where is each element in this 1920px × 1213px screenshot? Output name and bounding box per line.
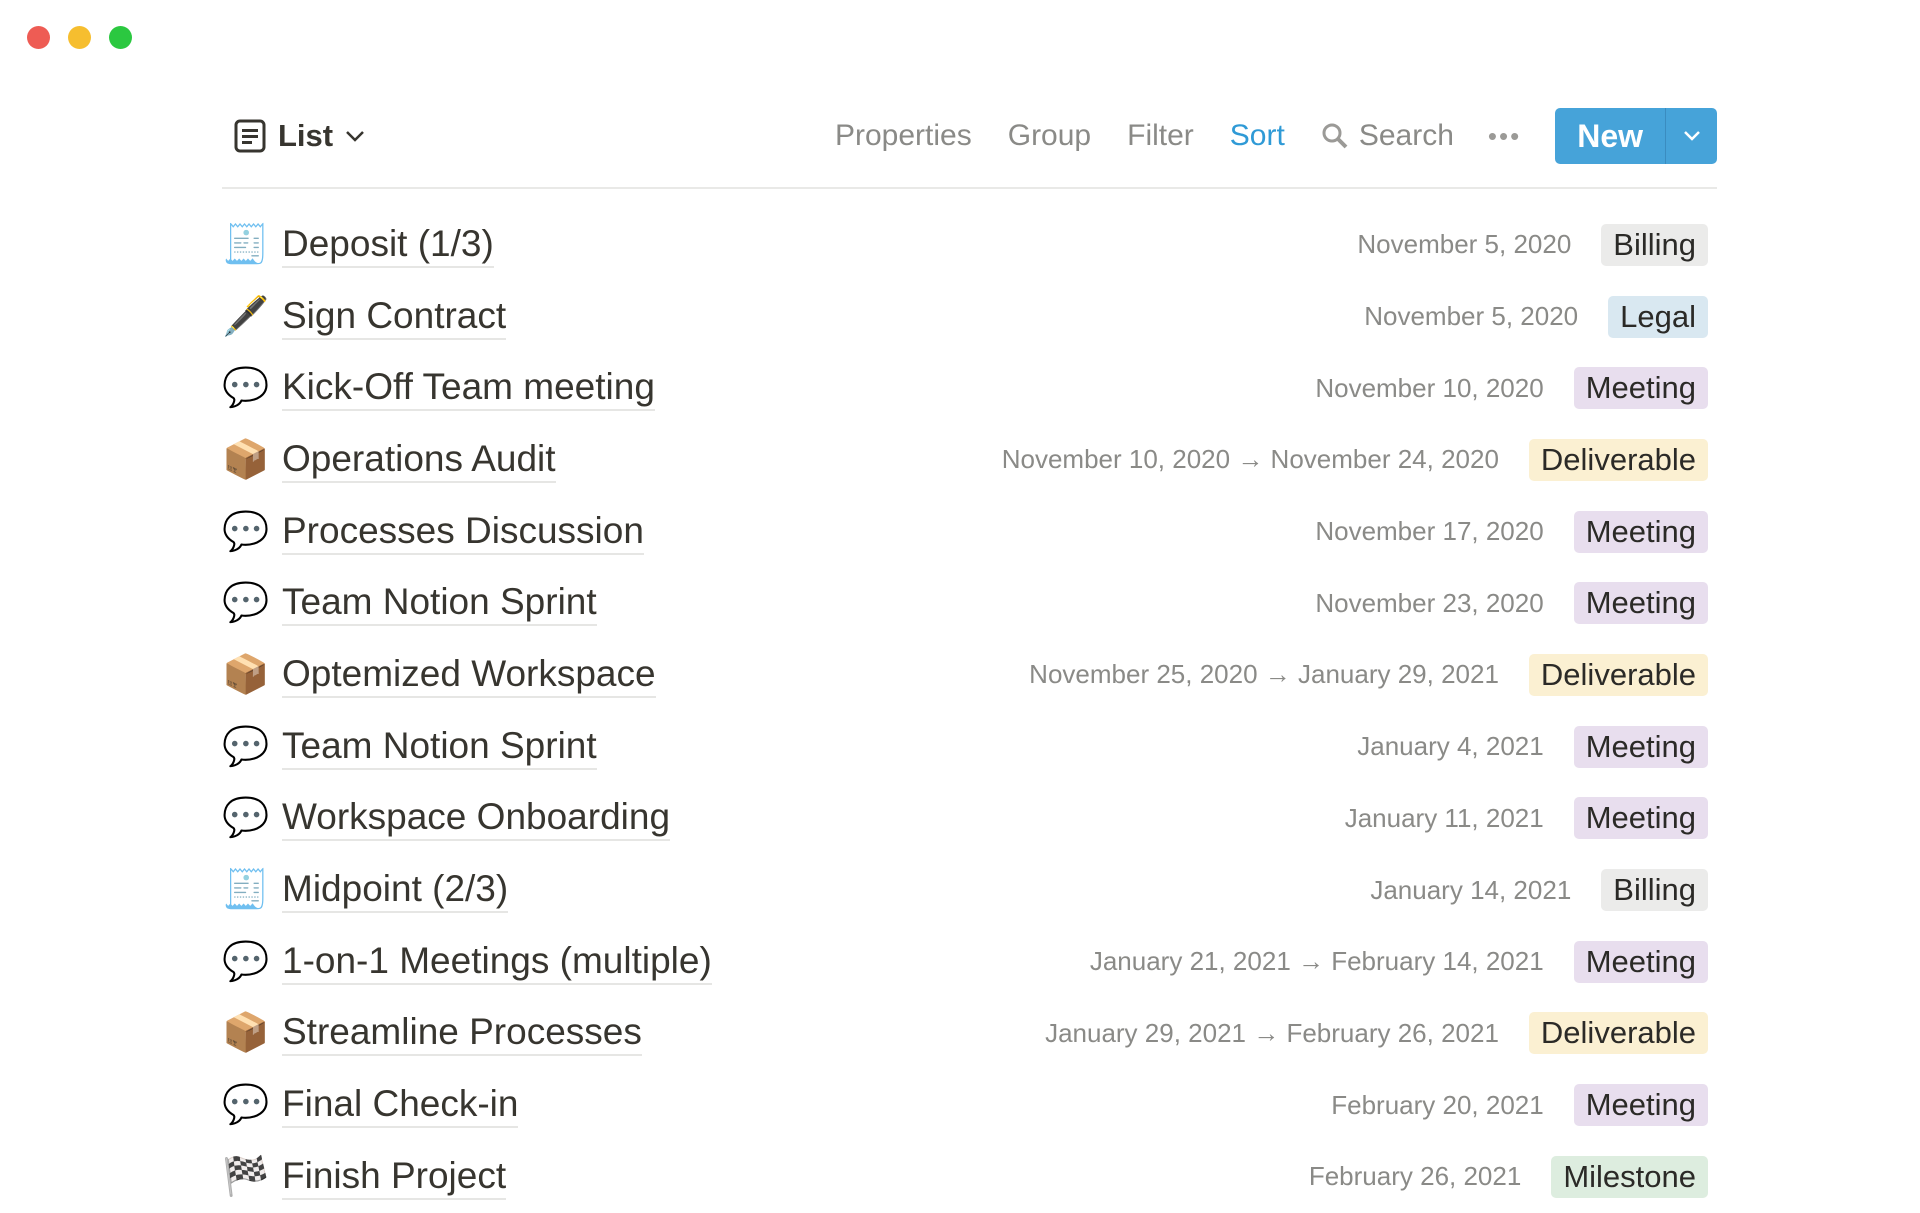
item-type-tag: Meeting — [1573, 582, 1708, 625]
item-type-tag: Billing — [1601, 869, 1708, 912]
more-options-icon[interactable]: ••• — [1487, 120, 1522, 151]
item-title[interactable]: 1-on-1 Meetings (multiple) — [282, 939, 712, 985]
filter-button[interactable]: Filter — [1127, 119, 1194, 152]
item-date: January 29, 2021 → February 26, 2021 — [1045, 1017, 1499, 1048]
item-type-tag: Deliverable — [1528, 1012, 1708, 1055]
item-date: February 20, 2021 — [1331, 1089, 1544, 1120]
item-title[interactable]: Workspace Onboarding — [282, 795, 671, 842]
item-date: November 25, 2020 → January 29, 2021 — [1029, 659, 1499, 690]
view-switcher[interactable]: List — [234, 118, 365, 154]
item-type-tag: Meeting — [1573, 725, 1708, 768]
new-button-group: New — [1555, 108, 1717, 164]
package-icon: 📦 — [222, 1012, 270, 1055]
speech-bubble-icon: 💬 — [222, 582, 270, 625]
item-title[interactable]: Optemized Workspace — [282, 652, 656, 698]
item-title[interactable]: Sign Contract — [282, 294, 507, 340]
database-toolbar: List Properties Group Filter Sort Search… — [222, 108, 1717, 164]
speech-bubble-icon: 💬 — [222, 725, 270, 768]
list-item[interactable]: 💬 Team Notion Sprint January 4, 2021 Mee… — [222, 711, 1708, 783]
item-date: November 23, 2020 — [1315, 587, 1544, 618]
speech-bubble-icon: 💬 — [222, 367, 270, 410]
chevron-down-icon — [1683, 131, 1700, 141]
list-item[interactable]: 💬 Processes Discussion November 17, 2020… — [222, 496, 1708, 568]
list-item[interactable]: 📦 Streamline Processes January 29, 2021 … — [222, 998, 1708, 1070]
item-date: November 5, 2020 — [1364, 301, 1579, 332]
list-item[interactable]: 💬 1-on-1 Meetings (multiple) January 21,… — [222, 926, 1708, 998]
item-date: January 4, 2021 — [1357, 731, 1544, 762]
item-type-tag: Meeting — [1573, 367, 1708, 410]
item-title[interactable]: Operations Audit — [282, 437, 556, 483]
view-label: List — [278, 118, 334, 153]
item-type-tag: Milestone — [1551, 1155, 1708, 1198]
item-title[interactable]: Final Check-in — [282, 1082, 519, 1129]
speech-bubble-icon: 💬 — [222, 1084, 270, 1127]
close-window-button[interactable] — [27, 26, 50, 49]
search-button[interactable]: Search — [1321, 119, 1454, 153]
checkered-flag-icon: 🏁 — [222, 1155, 270, 1198]
item-date: November 10, 2020 — [1315, 372, 1544, 403]
list-item[interactable]: 🧾 Deposit (1/3) November 5, 2020 Billing — [222, 209, 1708, 281]
item-type-tag: Meeting — [1573, 797, 1708, 840]
item-type-tag: Billing — [1601, 223, 1708, 266]
item-title[interactable]: Midpoint (2/3) — [282, 867, 509, 914]
receipt-icon: 🧾 — [222, 869, 270, 912]
item-title[interactable]: Processes Discussion — [282, 509, 644, 555]
group-button[interactable]: Group — [1007, 119, 1092, 152]
item-date: February 26, 2021 — [1308, 1161, 1522, 1192]
database-list: 🧾 Deposit (1/3) November 5, 2020 Billing… — [222, 209, 1708, 1213]
receipt-icon: 🧾 — [222, 223, 270, 266]
maximize-window-button[interactable] — [109, 26, 132, 49]
toolbar-divider — [222, 187, 1717, 189]
item-date: January 21, 2021 → February 14, 2021 — [1089, 946, 1544, 977]
package-icon: 📦 — [222, 653, 270, 696]
list-item[interactable]: 💬 Final Check-in February 20, 2021 Meeti… — [222, 1069, 1708, 1141]
search-label: Search — [1358, 119, 1454, 152]
properties-button[interactable]: Properties — [835, 119, 972, 152]
item-type-tag: Legal — [1608, 295, 1708, 338]
item-type-tag: Deliverable — [1528, 653, 1708, 696]
list-view-icon — [234, 119, 266, 153]
item-title[interactable]: Streamline Processes — [282, 1010, 642, 1057]
item-title[interactable]: Finish Project — [282, 1154, 507, 1200]
list-item[interactable]: 💬 Workspace Onboarding January 11, 2021 … — [222, 783, 1708, 855]
item-title[interactable]: Team Notion Sprint — [282, 580, 597, 627]
list-item[interactable]: 📦 Optemized Workspace November 25, 2020 … — [222, 639, 1708, 711]
item-date: November 17, 2020 — [1315, 516, 1544, 547]
list-item[interactable]: 🖋️ Sign Contract November 5, 2020 Legal — [222, 281, 1708, 353]
item-title[interactable]: Team Notion Sprint — [282, 724, 597, 770]
item-title[interactable]: Kick-Off Team meeting — [282, 365, 655, 412]
new-dropdown-button[interactable] — [1665, 108, 1717, 164]
sort-button[interactable]: Sort — [1229, 119, 1285, 152]
list-item[interactable]: 📦 Operations Audit November 10, 2020 → N… — [222, 424, 1708, 496]
item-title[interactable]: Deposit (1/3) — [282, 222, 494, 268]
list-item[interactable]: 🧾 Midpoint (2/3) January 14, 2021 Billin… — [222, 854, 1708, 926]
item-date: November 5, 2020 — [1357, 229, 1572, 260]
list-item[interactable]: 🏁 Finish Project February 26, 2021 Miles… — [222, 1141, 1708, 1213]
item-date: January 14, 2021 — [1370, 874, 1572, 905]
speech-bubble-icon: 💬 — [222, 510, 270, 553]
list-item[interactable]: 💬 Kick-Off Team meeting November 10, 202… — [222, 352, 1708, 424]
list-item[interactable]: 💬 Team Notion Sprint November 23, 2020 M… — [222, 567, 1708, 639]
new-button[interactable]: New — [1577, 117, 1643, 154]
search-icon — [1322, 123, 1348, 149]
item-type-tag: Meeting — [1573, 1084, 1708, 1127]
item-type-tag: Meeting — [1573, 940, 1708, 983]
item-type-tag: Meeting — [1573, 510, 1708, 553]
chevron-down-icon — [346, 131, 365, 142]
speech-bubble-icon: 💬 — [222, 940, 270, 983]
pen-icon: 🖋️ — [222, 295, 270, 338]
item-date: November 10, 2020 → November 24, 2020 — [1001, 444, 1499, 475]
item-type-tag: Deliverable — [1528, 438, 1708, 481]
item-date: January 11, 2021 — [1344, 802, 1544, 833]
package-icon: 📦 — [222, 438, 270, 481]
minimize-window-button[interactable] — [68, 26, 91, 49]
window-controls — [27, 26, 132, 49]
speech-bubble-icon: 💬 — [222, 797, 270, 840]
